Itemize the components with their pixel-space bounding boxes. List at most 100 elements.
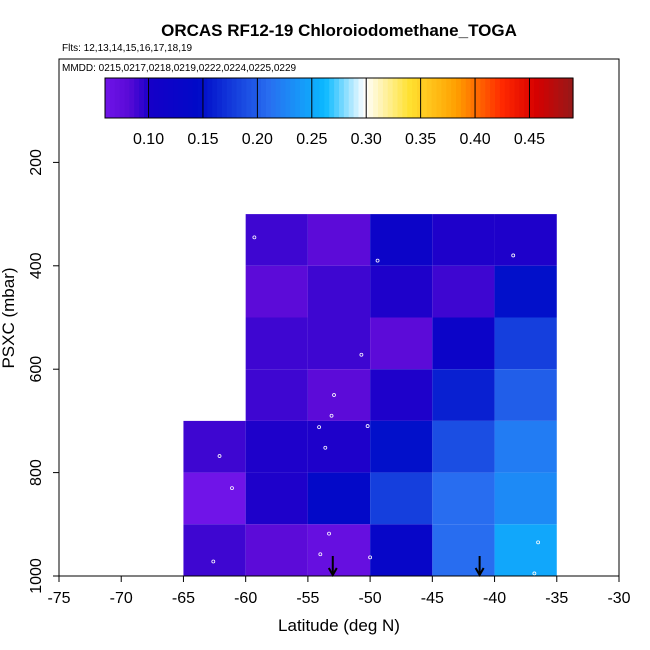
colorbar-segment <box>222 78 228 118</box>
colorbar-segment <box>168 78 174 118</box>
sample-point <box>327 531 331 536</box>
sample-point <box>511 253 516 258</box>
colorbar-segment <box>529 78 535 118</box>
colorbar-segment <box>509 78 516 118</box>
colorbar-segment <box>334 78 340 118</box>
colorbar-segment <box>470 78 477 118</box>
heatmap-cell <box>183 472 246 525</box>
colorbar-segment <box>387 78 394 118</box>
sample-point <box>536 540 541 545</box>
heatmap-cell <box>307 472 371 525</box>
colorbar-segment <box>304 78 311 118</box>
colorbar-segment <box>158 78 165 118</box>
heatmap-cell <box>245 420 308 473</box>
heatmap-cell <box>245 265 308 318</box>
dates-label: MMDD: 0215,0217,0218,0219,0222,0224,0225… <box>62 63 297 74</box>
colorbar-tick-label: 0.15 <box>187 131 218 148</box>
sample-point <box>323 445 328 450</box>
colorbar-segment <box>373 78 379 118</box>
colorbar-segment <box>407 78 413 118</box>
colorbar-segment <box>173 78 179 118</box>
colorbar-segment <box>417 78 423 118</box>
colorbar-segment <box>397 78 403 118</box>
colorbar-segment <box>300 78 306 118</box>
colorbar-segment <box>275 78 282 118</box>
colorbar-frame <box>104 77 574 119</box>
y-tick-label: 200 <box>28 149 45 176</box>
colorbar-segment <box>495 78 501 118</box>
heatmap-cell <box>370 369 433 421</box>
sample-point <box>532 571 537 576</box>
heatmap-cell <box>494 265 557 318</box>
colorbar-segment <box>124 78 130 118</box>
plot-frame <box>58 58 620 577</box>
x-tick-label: -60 <box>234 590 257 607</box>
sample-point <box>368 555 373 560</box>
colorbar-segment <box>514 78 520 118</box>
colorbar-segment <box>246 78 252 118</box>
colorbar-segment <box>265 78 272 118</box>
heatmap-cell <box>494 317 557 370</box>
flights-label: Flts: 12,13,14,15,16,17,18,19 <box>62 43 193 54</box>
colorbar-segment <box>187 78 194 118</box>
colorbar-segment <box>314 78 321 118</box>
colorbar-segment <box>251 78 257 118</box>
colorbar-segment <box>212 78 218 118</box>
colorbar-tick-label: 0.25 <box>296 131 327 148</box>
arrow-down-marker <box>327 556 338 578</box>
colorbar-ticks: 0.10 0.15 0.20 0.25 0.30 0.35 0.40 0.45 <box>133 78 545 148</box>
arrow-markers <box>327 556 485 578</box>
colorbar-segment <box>163 78 169 118</box>
colorbar-segment <box>412 78 418 118</box>
sample-point <box>211 559 216 564</box>
colorbar-segment <box>456 78 462 118</box>
colorbar-segment <box>134 78 140 118</box>
colorbar-segment <box>358 78 364 118</box>
heatmap-cell <box>370 420 433 473</box>
colorbar-segment <box>348 78 355 118</box>
colorbar-segment <box>114 78 121 118</box>
x-tick-label: -55 <box>296 590 319 607</box>
arrow-down-marker <box>474 556 485 578</box>
colorbar-segment <box>524 78 530 118</box>
colorbar-segment <box>217 78 223 118</box>
colorbar-tick-label: 0.30 <box>351 131 382 148</box>
colorbar-segment <box>519 78 525 118</box>
colorbar <box>104 77 574 119</box>
colorbar-segment <box>261 78 267 118</box>
colorbar-segment <box>290 78 296 118</box>
colorbar-segment <box>402 78 408 118</box>
colorbar-segment <box>241 78 247 118</box>
y-tick-label: 600 <box>28 356 45 383</box>
colorbar-segment <box>451 78 457 118</box>
colorbar-segment <box>285 78 291 118</box>
colorbar-segment <box>226 78 233 118</box>
sample-point <box>332 393 336 397</box>
colorbar-segment <box>295 78 301 118</box>
heatmap-cell <box>370 524 433 576</box>
heatmap-cell <box>245 317 308 370</box>
heatmap-cell <box>494 369 557 421</box>
x-axis: -75 -70 -65 -60 -55 -50 -45 -40 -35 -30 <box>47 576 631 607</box>
colorbar-segment <box>144 78 150 118</box>
colorbar-segment <box>309 78 316 118</box>
colorbar-segment <box>324 78 330 118</box>
colorbar-segment <box>563 78 569 118</box>
x-tick-label: -30 <box>607 590 630 607</box>
heatmap-cell <box>370 214 433 266</box>
heatmap-cell <box>432 472 495 525</box>
heatmap-cell <box>307 265 371 318</box>
colorbar-tick-label: 0.40 <box>459 131 490 148</box>
heatmap-cell <box>432 317 495 370</box>
colorbar-segment <box>207 78 213 118</box>
colorbar-segment <box>329 78 335 118</box>
y-tick-label: 800 <box>28 459 45 486</box>
heatmap-cells <box>183 214 557 576</box>
colorbar-segment <box>192 78 199 118</box>
colorbar-segment <box>568 78 574 118</box>
colorbar-segment <box>231 78 238 118</box>
colorbar-tick-label: 0.45 <box>514 131 545 148</box>
colorbar-segment <box>558 78 564 118</box>
colorbar-segment <box>534 78 540 118</box>
heatmap-cell <box>432 524 495 576</box>
